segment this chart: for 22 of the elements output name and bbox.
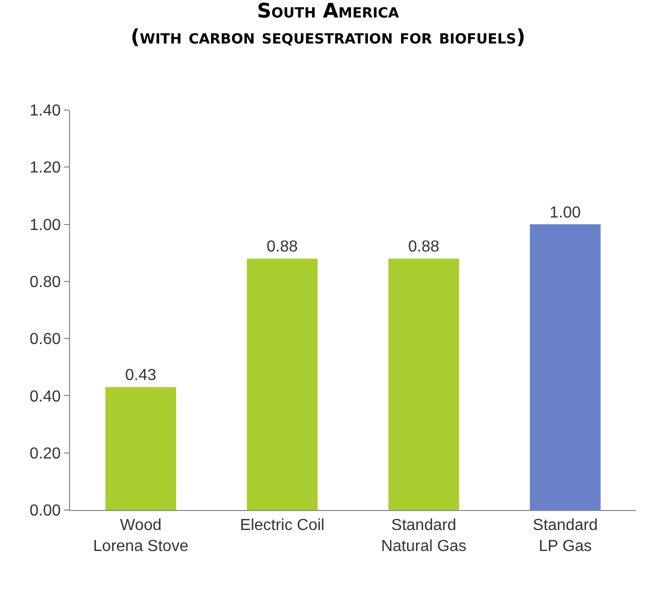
x-tick-label: Wood Lorena Stove — [93, 517, 188, 555]
y-tick-label: 1.00 — [30, 216, 61, 234]
data-label: 0.88 — [266, 238, 298, 256]
y-tick-label: 0.80 — [30, 274, 61, 292]
y-tick-label: 0.20 — [30, 445, 61, 462]
data-label: 1.00 — [550, 204, 581, 222]
y-tick-label: 0.60 — [30, 331, 61, 348]
bar — [246, 258, 318, 510]
y-tick-label: 1.40 — [30, 102, 61, 120]
x-tick-label: Standard Natural Gas — [381, 517, 466, 555]
chart-subtitle: (with carbon sequestration for biofuels) — [130, 24, 526, 49]
x-tick-label: Standard LP Gas — [532, 517, 598, 555]
y-tick-label: 0.00 — [30, 502, 61, 520]
bar — [105, 387, 176, 510]
data-label: 0.88 — [408, 238, 440, 256]
data-label: 0.43 — [125, 367, 156, 384]
y-tick-label: 1.20 — [30, 160, 61, 177]
x-tick-label: Electric Coil — [240, 517, 324, 534]
bar — [388, 258, 460, 510]
y-tick-label: 0.40 — [30, 388, 61, 406]
bar — [530, 224, 601, 510]
chart-title: South America — [257, 0, 400, 23]
